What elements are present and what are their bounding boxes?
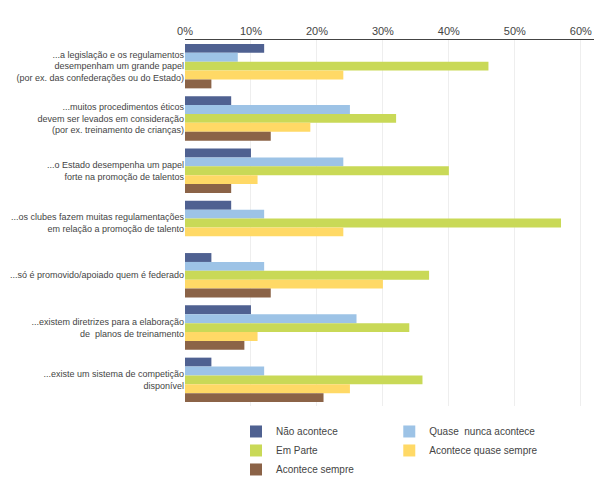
svg-text:50%: 50% [504,25,526,37]
svg-text:10%: 10% [240,25,262,37]
svg-text:Não acontece: Não acontece [276,426,338,437]
svg-text:Em Parte: Em Parte [276,445,318,456]
svg-text:0%: 0% [177,25,193,37]
svg-text:20%: 20% [306,25,328,37]
svg-text:...o Estado desempenha um pape: ...o Estado desempenha um papelforte na … [47,160,185,182]
svg-text:...existem diretrizes para a e: ...existem diretrizes para a elaboraçãod… [31,317,184,339]
svg-text:30%: 30% [372,25,394,37]
svg-text:...muitos procedimentos éticos: ...muitos procedimentos éticosdevem ser … [37,102,184,135]
svg-text:60%: 60% [570,25,592,37]
svg-text:Acontece sempre: Acontece sempre [276,464,354,475]
svg-text:...só é promovido/apoiado quem: ...só é promovido/apoiado quem é federad… [10,270,184,280]
svg-text:Quase nunca acontece: Quase nunca acontece [429,426,535,437]
svg-text:...existe um sistema de compet: ...existe um sistema de competiçãodispon… [43,369,184,391]
svg-text:...os clubes fazem muitas regu: ...os clubes fazem muitas regulamentaçõe… [11,212,185,234]
svg-text:...a legislação e os regulamen: ...a legislação e os regulamentosdesempe… [16,50,184,83]
svg-text:Acontece quase sempre: Acontece quase sempre [429,445,537,456]
svg-text:40%: 40% [438,25,460,37]
